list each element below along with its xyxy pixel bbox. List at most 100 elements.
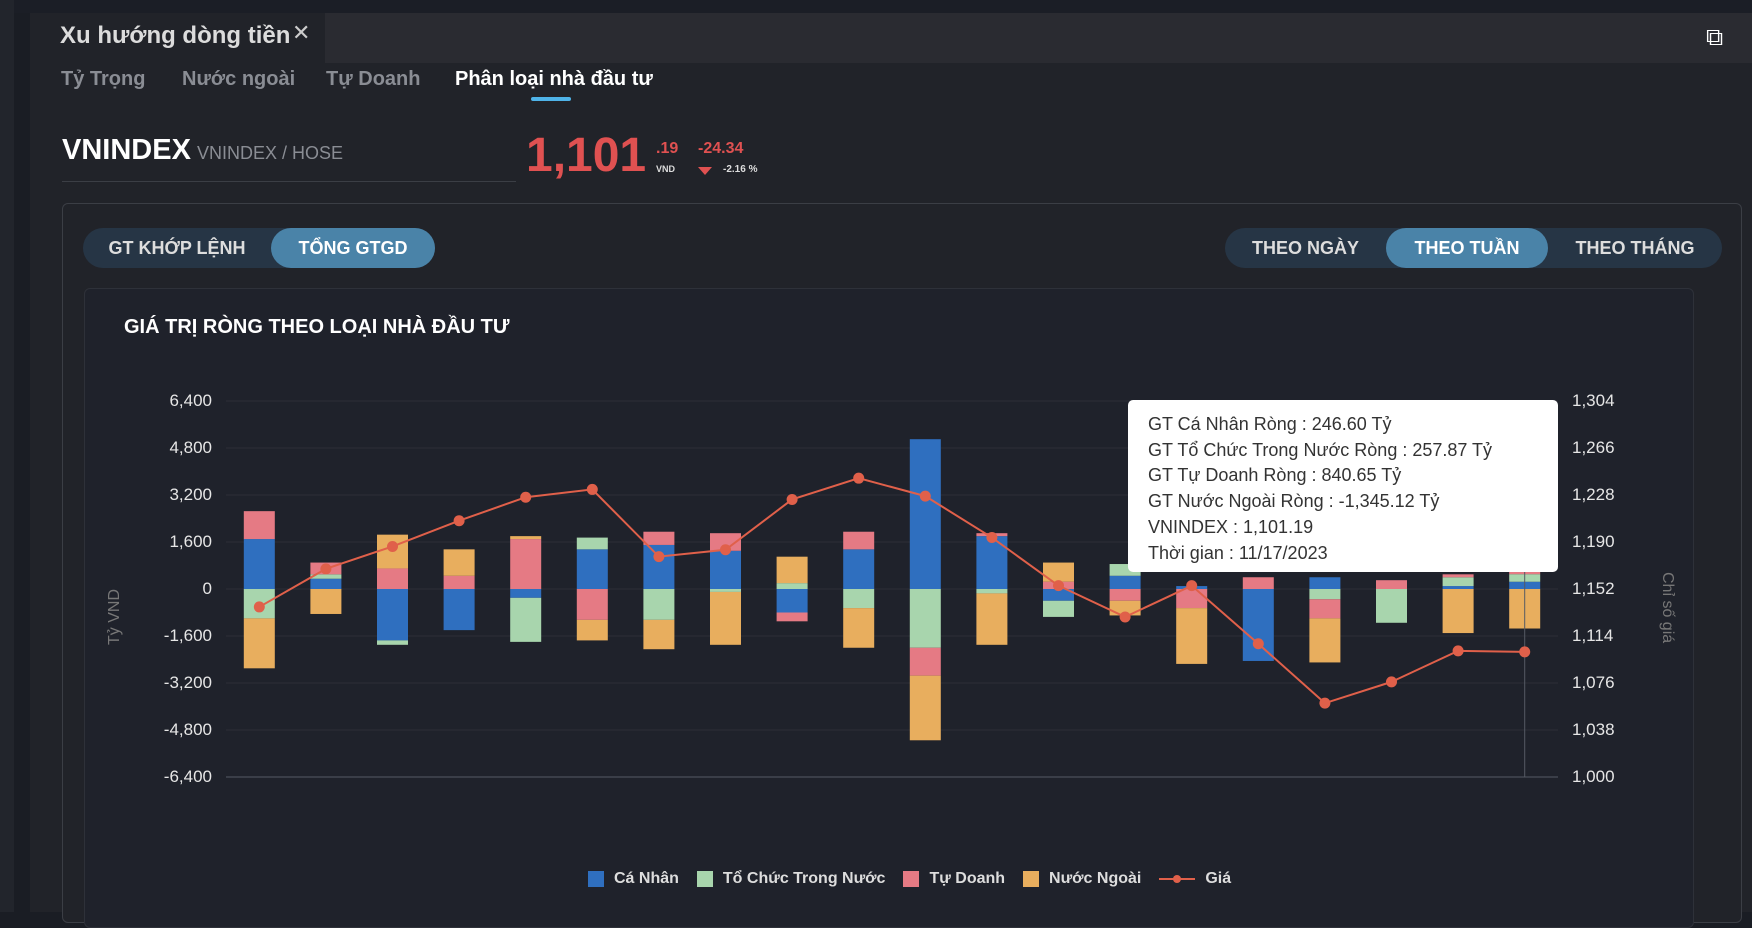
chart-legend: Cá Nhân Tổ Chức Trong Nước Tự Doanh Nước… (588, 870, 1231, 888)
bar-segment (1242, 589, 1274, 661)
value-toggle: GT KHỚP LỆNH TỔNG GTGD (83, 228, 435, 268)
price-point (720, 544, 731, 556)
legend-label: Giá (1205, 870, 1232, 887)
y2-tick-label: 1,228 (1572, 485, 1615, 504)
price-point (786, 493, 798, 505)
close-icon[interactable]: ✕ (292, 20, 311, 45)
chart-tooltip: GT Cá Nhân Ròng : 246.60 Tỷ GT Tổ Chức T… (1128, 400, 1558, 572)
bar-segment (377, 568, 408, 589)
subtab-nuoc-ngoai[interactable]: Nước ngoài (182, 68, 296, 90)
top-bar (14, 0, 1752, 13)
price-point (520, 491, 532, 503)
y2-tick-label: 1,114 (1572, 626, 1614, 645)
bar-segment (576, 619, 608, 641)
y-tick-label: -4,800 (163, 720, 212, 739)
y-tick-label: 1,600 (169, 532, 212, 551)
y2-tick-label: 1,000 (1572, 767, 1615, 786)
legend-label: Tự Doanh (929, 870, 1006, 887)
legend-label: Cá Nhân (614, 870, 679, 887)
legend-item-ca-nhan[interactable]: Cá Nhân (588, 870, 679, 888)
legend-item-gia[interactable]: Giá (1159, 870, 1231, 888)
bar-segment (243, 511, 275, 540)
widget-title: Xu hướng dòng tiền (60, 22, 291, 49)
theo-tuan-button[interactable]: THEO TUẦN (1386, 228, 1548, 268)
period-toggle: THEO NGÀY THEO TUẦN THEO THÁNG (1225, 228, 1722, 268)
tong-gtgd-button[interactable]: TỔNG GTGD (271, 228, 435, 268)
bar-segment (576, 549, 608, 589)
price-point (1053, 580, 1064, 592)
down-arrow-icon (698, 167, 712, 175)
left-edge (0, 0, 14, 912)
bar-segment (843, 531, 875, 550)
y-axis-title: Tỷ VND (106, 589, 123, 645)
theo-ngay-button[interactable]: THEO NGÀY (1251, 238, 1359, 258)
bar-segment (1442, 589, 1474, 634)
legend-item-to-chuc[interactable]: Tổ Chức Trong Nước (696, 870, 886, 888)
bar-segment (776, 612, 808, 622)
legend-item-tu-doanh[interactable]: Tự Doanh (903, 870, 1005, 888)
price-change-pct: -2.16 % (723, 164, 758, 175)
bar-segment (1309, 618, 1341, 663)
bar-segment (843, 549, 875, 589)
subtab-tu-doanh[interactable]: Tự Doanh (326, 68, 421, 90)
subtab-ty-trong[interactable]: Tỷ Trọng (61, 68, 146, 90)
external-link-icon[interactable]: ⧉ (1706, 24, 1724, 51)
bar-segment (643, 619, 675, 650)
bar-segment (710, 533, 741, 551)
price-change: -24.34 (698, 140, 744, 157)
bar-segment (510, 597, 542, 642)
price-point (1519, 646, 1531, 658)
widget-tab[interactable] (45, 13, 325, 63)
symbol-exchange: VNINDEX / HOSE (197, 143, 344, 163)
y-tick-label: -6,400 (163, 767, 212, 786)
bar-segment (1442, 574, 1474, 578)
bar-segment (710, 589, 741, 592)
subtab-phan-loai[interactable]: Phân loại nhà đầu tư (455, 68, 653, 90)
y-tick-label: 0 (202, 579, 212, 598)
legend-swatch (696, 871, 713, 887)
bar-segment (776, 589, 808, 613)
bar-segment (1309, 589, 1341, 600)
theo-thang-button[interactable]: THEO THÁNG (1575, 238, 1695, 258)
y2-tick-label: 1,152 (1572, 579, 1615, 598)
legend-item-nuoc-ngoai[interactable]: Nước Ngoài (1023, 870, 1141, 888)
divider (62, 181, 516, 182)
y2-axis-title: Chỉ số giá (1659, 572, 1676, 644)
bar-segment (843, 589, 875, 609)
gt-khop-lenh-button[interactable]: GT KHỚP LỆNH (108, 238, 246, 258)
y2-tick-label: 1,304 (1572, 391, 1615, 410)
bar-segment (776, 583, 808, 589)
bar-segment (576, 589, 608, 620)
bar-segment (909, 589, 941, 648)
bar-segment (1242, 577, 1274, 589)
tooltip-line: Thời gian : 11/17/2023 (1148, 542, 1328, 563)
currency: VND (656, 164, 676, 174)
bar-segment (1442, 586, 1474, 589)
y2-tick-label: 1,190 (1572, 532, 1615, 551)
y2-tick-label: 1,266 (1572, 438, 1615, 457)
price-point (1186, 580, 1198, 592)
bar-segment (377, 589, 408, 641)
price-point (919, 490, 931, 502)
bar-segment (909, 675, 941, 741)
price-point (253, 601, 265, 613)
legend-label: Tổ Chức Trong Nước (722, 870, 886, 887)
y2-tick-label: 1,076 (1572, 673, 1615, 692)
bar-segment (1442, 577, 1474, 587)
bar-segment (1309, 599, 1341, 619)
price-point (1319, 697, 1331, 709)
tooltip-line: GT Nước Ngoài Ròng : -1,345.12 Tỷ (1148, 491, 1440, 512)
tooltip-line: GT Tự Doanh Ròng : 840.65 Tỷ (1148, 465, 1402, 486)
bar-segment (1109, 564, 1141, 576)
price-point (1452, 645, 1464, 657)
bar-segment (710, 591, 741, 645)
legend-swatch (903, 871, 920, 887)
bar-segment (310, 578, 342, 589)
bar-segment (1109, 575, 1141, 589)
bar-segment (310, 589, 342, 614)
bar-segment (1376, 589, 1407, 623)
bar-segment (443, 589, 475, 631)
bar-segment (909, 439, 941, 589)
bar-segment (443, 549, 475, 576)
